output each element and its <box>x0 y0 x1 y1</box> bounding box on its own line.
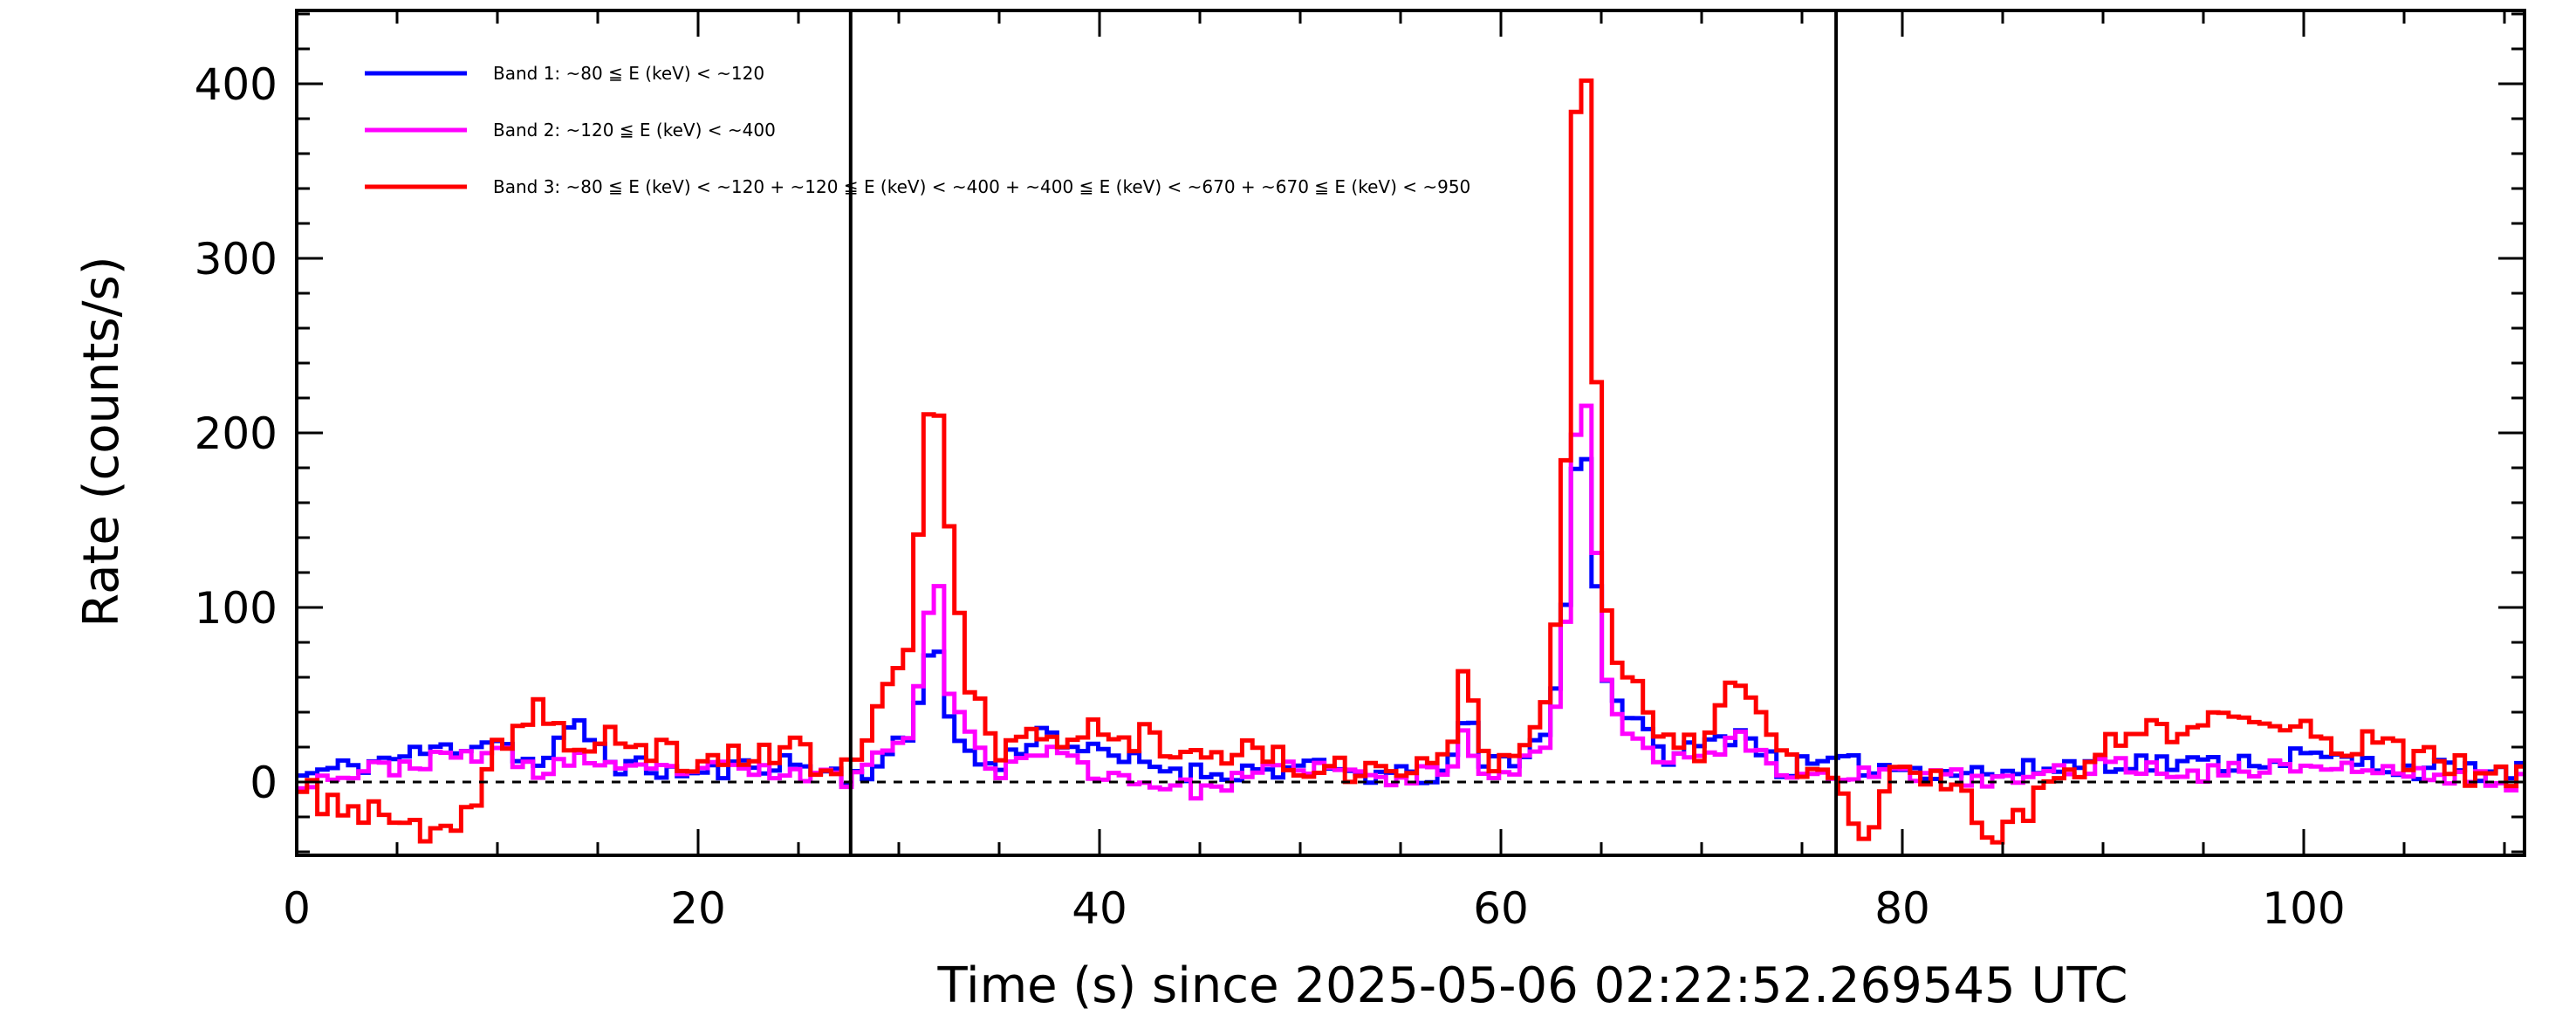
series-line <box>297 403 2525 801</box>
x-tick-label: 40 <box>1072 883 1127 934</box>
y-tick-label: 400 <box>195 59 277 110</box>
x-axis-label: Time (s) since 2025-05-06 02:22:52.26954… <box>937 957 2128 1014</box>
legend-label: Band 1: ~80 ≦ E (keV) < ~120 <box>493 63 764 84</box>
legend-label: Band 3: ~80 ≦ E (keV) < ~120 + ~120 ≦ E … <box>493 176 1470 197</box>
y-tick-label: 100 <box>195 583 277 634</box>
interval-markers <box>848 10 1839 855</box>
x-tick-label: 0 <box>283 883 311 934</box>
plot-frame <box>295 9 2526 857</box>
legend-label: Band 2: ~120 ≦ E (keV) < ~400 <box>493 120 776 141</box>
y-tick-label: 300 <box>195 234 277 285</box>
series-layer <box>297 78 2525 845</box>
x-tick-label: 20 <box>670 883 726 934</box>
y-axis-label: Rate (counts/s) <box>73 256 130 627</box>
tick-labels: 0 20 40 60 80 100 0 100 200 300 400 <box>195 59 2346 934</box>
x-tick-label: 60 <box>1473 883 1529 934</box>
y-tick-label: 200 <box>195 408 277 459</box>
legend: Band 1: ~80 ≦ E (keV) < ~120 Band 2: ~120… <box>365 63 1470 197</box>
x-tick-label: 100 <box>2262 883 2345 934</box>
x-tick-label: 80 <box>1874 883 1930 934</box>
series-line <box>297 78 2525 845</box>
axis-ticks <box>295 10 2525 855</box>
y-tick-label: 0 <box>250 758 277 808</box>
